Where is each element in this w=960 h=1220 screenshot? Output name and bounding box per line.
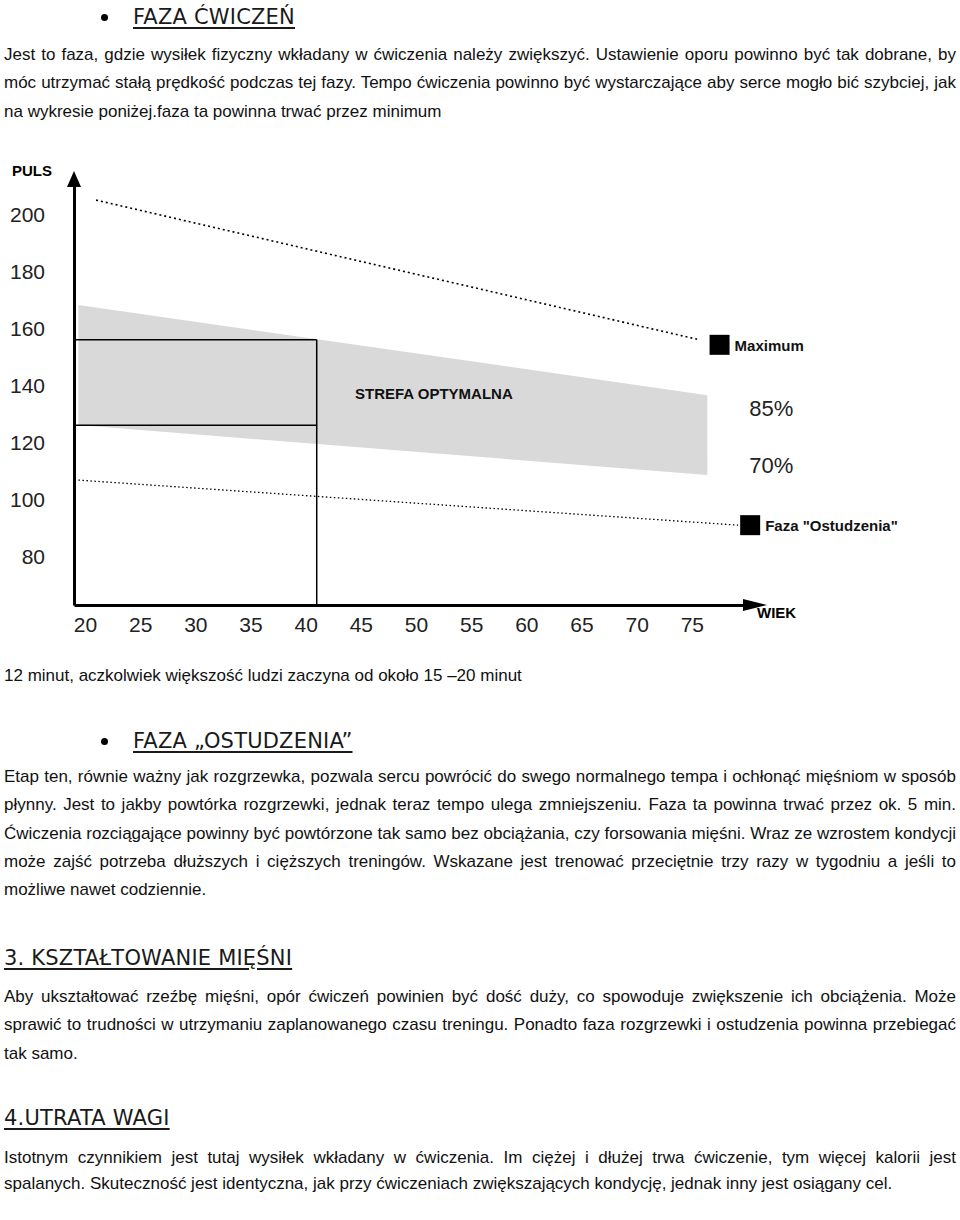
paragraph: Jest to faza, gdzie wysiłek fizyczny wkł…	[4, 41, 956, 126]
series-label: 85%	[749, 396, 793, 421]
tick-label: 180	[10, 260, 45, 283]
legend-marker	[710, 335, 730, 355]
tick: 20	[74, 605, 97, 636]
tick: 45	[350, 605, 373, 636]
series-label: Maximum	[735, 337, 804, 354]
tick-label: 30	[184, 613, 207, 636]
tick: 60	[515, 605, 538, 636]
axis-line	[75, 604, 748, 607]
tick: 55	[460, 605, 483, 636]
tick: 200	[10, 203, 74, 226]
tick-label: 40	[295, 613, 318, 636]
series-label: 70%	[749, 453, 793, 478]
guide-line	[74, 425, 317, 427]
tick-label: 50	[405, 613, 428, 636]
series-line	[96, 200, 699, 340]
series-line	[78, 480, 738, 525]
legend-marker	[740, 515, 760, 535]
axis-line	[73, 184, 76, 606]
tick: 25	[129, 605, 152, 636]
tick: 75	[681, 605, 704, 636]
tick-label: 25	[129, 613, 152, 636]
tick: 35	[239, 605, 262, 636]
tick-label: 70	[625, 613, 648, 636]
tick-label: 65	[570, 613, 593, 636]
tick: 40	[295, 605, 318, 636]
guide-line	[74, 339, 317, 341]
paragraph: Istotnym czynnikiem jest tutaj wysiłek w…	[4, 1145, 956, 1196]
heading: 3. KSZTAŁTOWANIE MIĘŚNI	[4, 944, 292, 972]
annotation: STREFA OPTYMALNA	[355, 385, 513, 402]
x-axis: 20 25 30 35 40 45 50 55 60 65 70 75	[74, 605, 748, 636]
chart: 80 100 120 140 160 180 200 20 25 30 35 40 45 50 55 60 65…	[0, 155, 960, 645]
guide-line	[316, 340, 318, 605]
tick-label: 55	[460, 613, 483, 636]
tick-label: 60	[515, 613, 538, 636]
plot-area	[74, 200, 738, 605]
tick: 30	[184, 605, 207, 636]
tick-label: 120	[10, 431, 45, 454]
tick-label: 200	[10, 203, 45, 226]
tick: 120	[10, 431, 74, 454]
tick-label: 80	[22, 545, 45, 568]
tick: 80	[22, 545, 74, 568]
tick-label: 35	[239, 613, 262, 636]
heading: FAZA ĆWICZEŃ	[133, 3, 295, 31]
heading: 4.UTRATA WAGI	[4, 1104, 170, 1132]
tick-label: 160	[10, 317, 45, 340]
bullet	[101, 738, 108, 745]
axis-title: PULS	[12, 162, 52, 179]
tick: 100	[10, 488, 74, 511]
paragraph: Etap ten, równie ważny jak rozgrzewka, p…	[4, 763, 956, 904]
tick-label: 45	[350, 613, 373, 636]
optimal-zone	[78, 305, 707, 475]
paragraph: Aby ukształtować rzeźbę mięśni, opór ćwi…	[4, 983, 956, 1068]
tick-label: 20	[74, 613, 97, 636]
tick: 180	[10, 260, 74, 283]
tick: 50	[405, 605, 428, 636]
paragraph: 12 minut, aczkolwiek większość ludzi zac…	[4, 662, 956, 690]
bullet	[101, 14, 108, 21]
axis-title: WIEK	[757, 604, 796, 621]
heading: FAZA „OSTUDZENIA”	[133, 727, 353, 755]
tick: 160	[10, 317, 74, 340]
tick: 140	[10, 374, 74, 397]
tick-label: 140	[10, 374, 45, 397]
tick: 65	[570, 605, 593, 636]
tick: 70	[625, 605, 648, 636]
y-axis: 80 100 120 140 160 180 200	[10, 184, 75, 606]
tick-label: 100	[10, 488, 45, 511]
tick-label: 75	[681, 613, 704, 636]
axis-arrow	[67, 171, 81, 187]
series-label: Faza "Ostudzenia"	[765, 517, 898, 534]
